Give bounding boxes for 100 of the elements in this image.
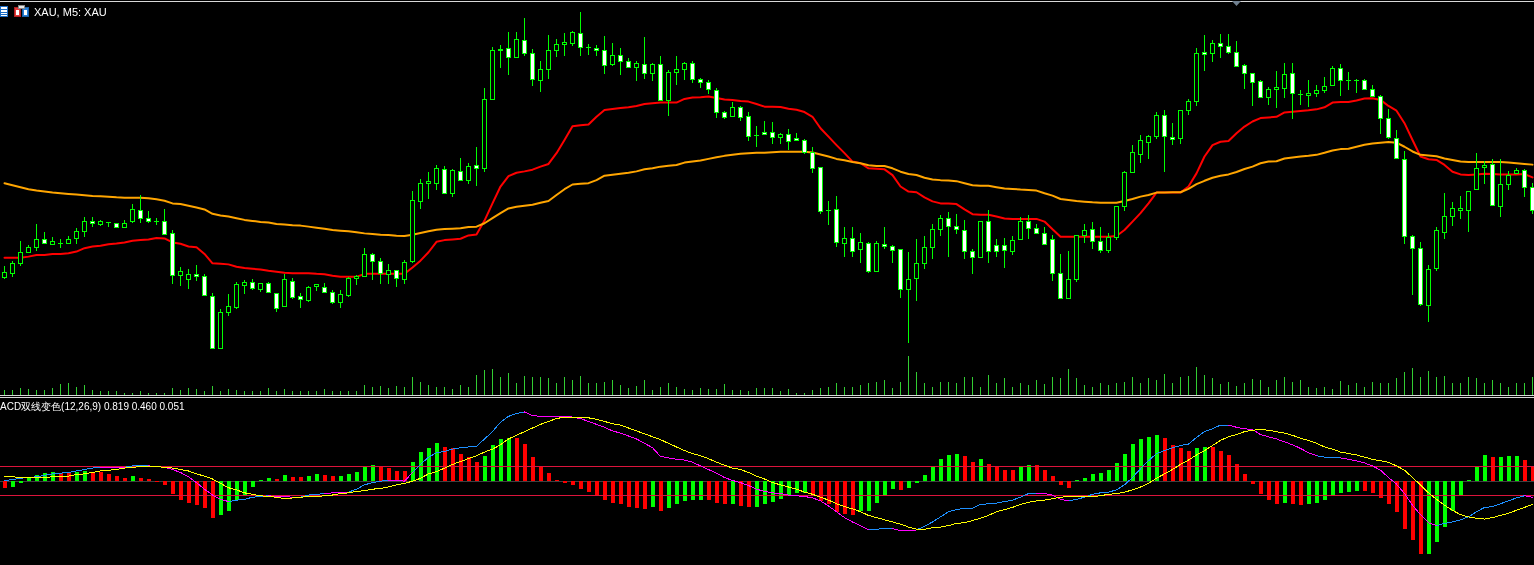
bar (1130, 444, 1135, 482)
candlestick (234, 281, 239, 310)
candlestick (690, 60, 695, 84)
bar (1002, 470, 1007, 482)
bar (162, 481, 167, 485)
candlestick (842, 226, 847, 258)
candlestick (34, 223, 39, 252)
bar (482, 456, 487, 482)
candlestick (618, 47, 623, 76)
bar (842, 481, 847, 514)
candlestick (962, 219, 967, 260)
bar (362, 466, 367, 482)
candlestick (1506, 170, 1511, 191)
candlestick (138, 194, 143, 224)
candlestick (850, 226, 855, 258)
candlestick (1098, 226, 1103, 254)
bar (586, 481, 591, 493)
bar (1042, 469, 1047, 482)
bar (1138, 438, 1143, 482)
candlestick (754, 125, 759, 148)
bar (1026, 465, 1031, 482)
bar (282, 475, 287, 482)
bar (1314, 481, 1319, 504)
bar (618, 481, 623, 505)
bar (642, 481, 647, 509)
candlestick (914, 238, 919, 302)
bar (1330, 481, 1335, 496)
candlestick (514, 31, 519, 58)
candlestick (370, 252, 375, 281)
candlestick (1002, 237, 1007, 269)
candlestick (1450, 201, 1455, 227)
candlestick (1346, 71, 1351, 91)
bar (346, 473, 351, 482)
bar (1354, 481, 1359, 492)
candlestick (1458, 195, 1463, 220)
candlestick (1234, 40, 1239, 67)
bar (714, 481, 719, 504)
bar (1362, 481, 1367, 492)
candlestick (602, 35, 607, 75)
bar (1162, 438, 1167, 482)
candlestick (378, 257, 383, 285)
bar (1370, 481, 1375, 493)
bar (290, 476, 295, 482)
candlestick (1010, 235, 1015, 256)
bar (1506, 456, 1511, 482)
candlestick (1066, 250, 1071, 299)
bar (434, 443, 439, 482)
candlestick (450, 168, 455, 198)
bar (130, 476, 135, 482)
bar (994, 466, 999, 482)
candlestick (466, 162, 471, 185)
candlestick (18, 240, 23, 267)
candlestick (274, 292, 279, 313)
bar (1186, 451, 1191, 482)
candlestick (1242, 63, 1247, 90)
candlestick (186, 268, 191, 290)
bar (298, 476, 303, 482)
bar (890, 481, 895, 490)
candlestick (1394, 129, 1399, 159)
bar (186, 481, 191, 504)
bar (138, 478, 143, 482)
candlestick (1530, 182, 1534, 215)
bar (514, 438, 519, 482)
candlestick (1250, 72, 1255, 107)
candlestick (922, 235, 927, 270)
bar (170, 481, 175, 495)
bar (522, 444, 527, 482)
bar (1490, 457, 1495, 482)
candlestick (498, 44, 503, 69)
bar (1338, 481, 1343, 493)
candlestick (474, 146, 479, 187)
candlestick (402, 259, 407, 285)
candlestick (1170, 122, 1175, 146)
candlestick (386, 263, 391, 285)
candlestick (1282, 62, 1287, 99)
candlestick (1162, 109, 1167, 173)
candlestick (610, 42, 615, 67)
bar (306, 476, 311, 482)
candlestick (858, 232, 863, 264)
candlestick (1386, 108, 1391, 140)
candlestick (1146, 134, 1151, 160)
bar (1010, 470, 1015, 482)
bar (882, 481, 887, 496)
bar (674, 481, 679, 505)
bar (970, 461, 975, 482)
candlestick (1130, 144, 1135, 174)
bar (1202, 446, 1207, 482)
candlestick (1202, 34, 1207, 72)
candlestick (538, 60, 543, 93)
bar (1418, 481, 1423, 554)
bar (650, 481, 655, 507)
bar (330, 476, 335, 482)
candlestick (1522, 168, 1527, 198)
candlestick (562, 32, 567, 57)
bar (1242, 473, 1247, 482)
bar (106, 473, 111, 482)
candlestick (178, 266, 183, 287)
bar (1226, 454, 1231, 482)
candlestick (1226, 33, 1231, 55)
bar (1386, 481, 1391, 505)
